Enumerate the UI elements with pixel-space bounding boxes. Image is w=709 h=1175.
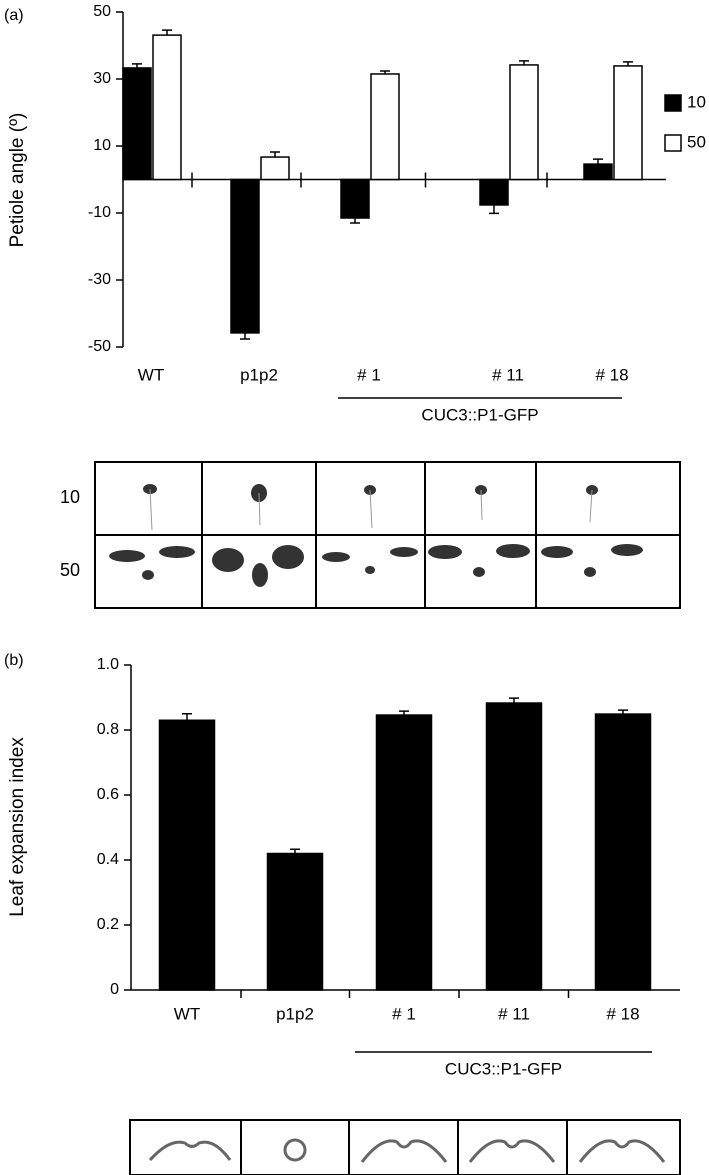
panel-label: (b)	[4, 652, 24, 669]
x-tick-label: WT	[174, 1004, 200, 1023]
error-bar	[182, 713, 192, 721]
bar	[509, 64, 539, 181]
x-tick-label: # 18	[606, 1004, 639, 1023]
error-bar	[240, 332, 250, 340]
group-label: CUC3::P1-GFP	[421, 405, 538, 424]
photo-strip	[129, 1119, 681, 1175]
x-tick-label: # 1	[357, 365, 381, 384]
y-tick-label: 0.8	[97, 721, 119, 738]
x-tick-label: p1p2	[240, 365, 278, 384]
y-tick-label: 0.4	[97, 851, 119, 868]
bar	[230, 178, 260, 334]
y-tick-label: -50	[88, 338, 111, 355]
error-bar	[350, 218, 360, 224]
photo-row-label: 10	[60, 487, 80, 507]
x-tick-label: p1p2	[276, 1004, 314, 1023]
x-tick-label: # 11	[492, 365, 524, 384]
photo-row-label: 50	[60, 560, 80, 580]
bar	[594, 713, 652, 991]
bar	[340, 178, 370, 219]
y-tick-label: 0.6	[97, 786, 119, 803]
legend-label: 50	[687, 132, 706, 151]
legend-swatch	[664, 94, 682, 112]
group-label: CUC3::P1-GFP	[445, 1059, 562, 1078]
error-bar	[380, 70, 390, 74]
error-bar	[623, 61, 633, 66]
bar	[266, 852, 324, 991]
y-tick-label: 50	[93, 3, 111, 20]
y-tick-label: -10	[88, 204, 111, 221]
error-bar	[132, 63, 142, 68]
y-axis-label: Leaf expansion index	[7, 737, 28, 917]
error-bar	[519, 60, 529, 65]
bar	[485, 702, 543, 991]
bar	[583, 163, 613, 181]
x-tick-label: # 11	[498, 1004, 530, 1023]
error-bar	[162, 29, 172, 36]
error-bar	[593, 158, 603, 165]
y-tick-label: -30	[88, 271, 111, 288]
x-tick-label: WT	[138, 365, 164, 384]
bar	[613, 65, 643, 181]
x-tick-label: # 1	[392, 1004, 416, 1023]
y-tick-label: 10	[93, 137, 111, 154]
error-bar	[509, 697, 519, 704]
error-bar	[290, 848, 300, 854]
bar	[479, 178, 509, 206]
error-bar	[399, 710, 409, 716]
panel-label: (a)	[4, 7, 24, 24]
y-axis-label: Petiole angle (º)	[7, 113, 28, 248]
bar	[122, 67, 152, 181]
legend-label: 10	[687, 92, 706, 111]
bar	[260, 156, 290, 181]
y-tick-label: 0.2	[97, 916, 119, 933]
error-bar	[618, 709, 628, 715]
legend-swatch	[664, 134, 682, 152]
bar	[152, 34, 182, 181]
y-tick-label: 1.0	[97, 656, 119, 673]
bar	[370, 73, 400, 181]
error-bar	[489, 204, 499, 215]
y-tick-label: 0	[110, 981, 119, 998]
error-bar	[270, 151, 280, 158]
photo-grid	[94, 461, 681, 609]
bar	[158, 719, 216, 991]
bar	[375, 714, 433, 991]
x-tick-label: # 18	[595, 365, 628, 384]
y-tick-label: 30	[93, 70, 111, 87]
